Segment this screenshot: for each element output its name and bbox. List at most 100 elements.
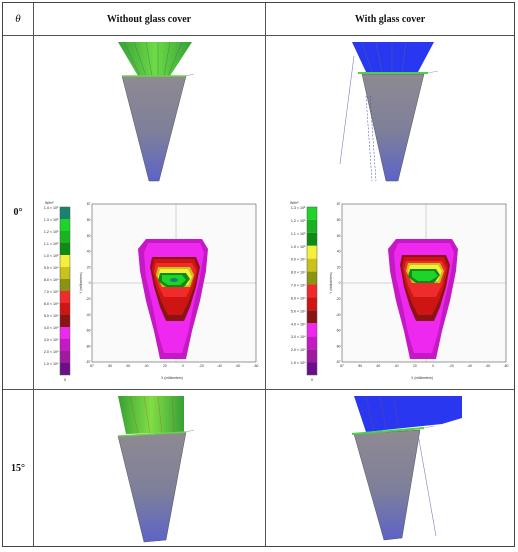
legend-swatch bbox=[60, 231, 70, 243]
legend-unit: W/m² bbox=[290, 201, 299, 205]
legend-swatch bbox=[307, 219, 317, 233]
legend-swatch bbox=[60, 219, 70, 231]
y-tick-label: -60 bbox=[336, 329, 341, 333]
incoming-rays-blue bbox=[354, 396, 462, 432]
irradiance-map-with-glass: W/m² 1.3 × 10⁵ 1.2 × 10⁵ 1.1 × 10⁵ 1.0 × 10… bbox=[266, 191, 515, 387]
legend-swatch bbox=[60, 351, 70, 363]
y-tick-label: -87 bbox=[336, 360, 341, 364]
y-tick-label: -20 bbox=[86, 297, 91, 301]
legend-label: 9.0 × 10⁴ bbox=[44, 266, 59, 270]
x-tick-label: -60 bbox=[485, 364, 490, 368]
row-label-15deg: 15° bbox=[11, 462, 25, 474]
concentrator-cone bbox=[117, 431, 187, 543]
legend-swatch bbox=[307, 323, 317, 337]
legend-swatch bbox=[60, 243, 70, 255]
y-tick-label: 0 bbox=[89, 281, 91, 285]
legend-label: 7.0 × 10⁴ bbox=[291, 284, 306, 288]
x-tick-label: -60 bbox=[235, 364, 240, 368]
legend-label: 8.0 × 10⁴ bbox=[44, 278, 59, 282]
legend-unit: W/m² bbox=[45, 201, 54, 205]
legend-label: 1.0 × 10⁴ bbox=[44, 362, 59, 366]
legend-swatch bbox=[60, 315, 70, 327]
middle-column-divider bbox=[265, 3, 266, 546]
x-tick-label: 20 bbox=[413, 364, 417, 368]
legend-swatch bbox=[60, 207, 70, 219]
legend-label: 1.1 × 10⁵ bbox=[291, 232, 306, 236]
legend-label: 9.0 × 10⁴ bbox=[291, 258, 306, 262]
x-tick-label: -40 bbox=[467, 364, 472, 368]
incoming-rays-blue bbox=[352, 42, 434, 72]
without-glass-header: Without glass cover bbox=[106, 13, 192, 25]
legend-swatch bbox=[307, 271, 317, 285]
y-tick-label: 87 bbox=[337, 202, 341, 206]
raytrace-15deg-without-glass bbox=[34, 390, 265, 547]
legend-label: 8.0 × 10⁴ bbox=[291, 271, 306, 275]
x-tick-label: 0 bbox=[182, 364, 184, 368]
legend-zero: 0 bbox=[64, 378, 66, 382]
concentrator-cone bbox=[353, 429, 421, 541]
x-tick-label: 60 bbox=[377, 364, 381, 368]
legend-swatch bbox=[60, 303, 70, 315]
y-tick-label: -40 bbox=[336, 313, 341, 317]
header-divider bbox=[3, 35, 514, 36]
x-axis-label: X (millimeters) bbox=[411, 376, 433, 380]
y-tick-label: -60 bbox=[86, 329, 91, 333]
legend-label: 1.0 × 10⁵ bbox=[44, 254, 59, 258]
legend-swatch bbox=[307, 284, 317, 298]
y-tick-label: -20 bbox=[336, 297, 341, 301]
legend-label: 1.0 × 10⁵ bbox=[291, 245, 306, 249]
legend-label: 4.0 × 10⁴ bbox=[44, 326, 59, 330]
x-tick-label: 20 bbox=[163, 364, 167, 368]
legend-label: 3.0 × 10⁴ bbox=[291, 335, 306, 339]
legend-label: 6.0 × 10⁴ bbox=[44, 302, 59, 306]
legend-label: 2.0 × 10⁴ bbox=[44, 350, 59, 354]
concentrator-cone bbox=[361, 73, 425, 182]
row-divider bbox=[3, 389, 514, 390]
legend-label: 1.2 × 10⁵ bbox=[44, 230, 59, 234]
legend-zero: 0 bbox=[311, 378, 313, 382]
x-tick-label: 40 bbox=[145, 364, 149, 368]
legend-label: 5.0 × 10⁴ bbox=[44, 314, 59, 318]
legend-label: 1.0 × 10⁴ bbox=[291, 361, 306, 365]
raytrace-0deg-with-glass bbox=[266, 36, 515, 186]
legend-label: 7.0 × 10⁴ bbox=[44, 290, 59, 294]
legend-label: 3.0 × 10⁴ bbox=[44, 338, 59, 342]
x-tick-label: 87 bbox=[340, 364, 344, 368]
y-tick-label: 0 bbox=[339, 281, 341, 285]
concentrator-cone bbox=[121, 75, 187, 182]
legend-label: 1.3 × 10⁵ bbox=[44, 218, 59, 222]
x-tick-label: -20 bbox=[199, 364, 204, 368]
legend-swatch bbox=[60, 279, 70, 291]
legend-label: 2.0 × 10⁴ bbox=[291, 348, 306, 352]
y-tick-label: 40 bbox=[337, 250, 341, 254]
irradiance-pattern bbox=[138, 239, 208, 359]
raytrace-15deg-with-glass bbox=[266, 390, 515, 547]
y-tick-label: 87 bbox=[87, 202, 91, 206]
figure-table: θ Without glass cover With glass cover 0… bbox=[2, 2, 515, 547]
legend-label: 5.0 × 10⁴ bbox=[291, 309, 306, 313]
y-tick-label: -80 bbox=[336, 344, 341, 348]
x-tick-label: 87 bbox=[90, 364, 94, 368]
x-tick-label: -40 bbox=[217, 364, 222, 368]
legend-label: 1.3 × 10⁵ bbox=[291, 206, 306, 210]
y-tick-label: -80 bbox=[86, 344, 91, 348]
legend-swatch bbox=[60, 291, 70, 303]
x-tick-label: -20 bbox=[449, 364, 454, 368]
irradiance-map-without-glass: W/m² 1.4 × 10⁵ 1.3 × 10⁵ 1.2 × 10⁵ 1.1 × 10… bbox=[34, 191, 265, 387]
y-tick-label: 40 bbox=[87, 250, 91, 254]
legend-swatch bbox=[307, 336, 317, 350]
x-tick-label: 0 bbox=[432, 364, 434, 368]
legend-label: 1.4 × 10⁵ bbox=[44, 206, 59, 210]
legend-swatch bbox=[60, 363, 70, 375]
y-tick-label: 80 bbox=[87, 218, 91, 222]
legend-label: 1.2 × 10⁵ bbox=[291, 219, 306, 223]
legend-swatch bbox=[307, 232, 317, 246]
raytrace-0deg-without-glass bbox=[34, 36, 265, 186]
theta-header: θ bbox=[15, 13, 21, 25]
x-tick-label: 80 bbox=[108, 364, 112, 368]
legend-swatch bbox=[307, 310, 317, 324]
x-tick-label: 80 bbox=[358, 364, 362, 368]
legend-swatch bbox=[60, 255, 70, 267]
with-glass-header: With glass cover bbox=[354, 13, 426, 25]
row-label-0deg: 0° bbox=[13, 206, 23, 218]
